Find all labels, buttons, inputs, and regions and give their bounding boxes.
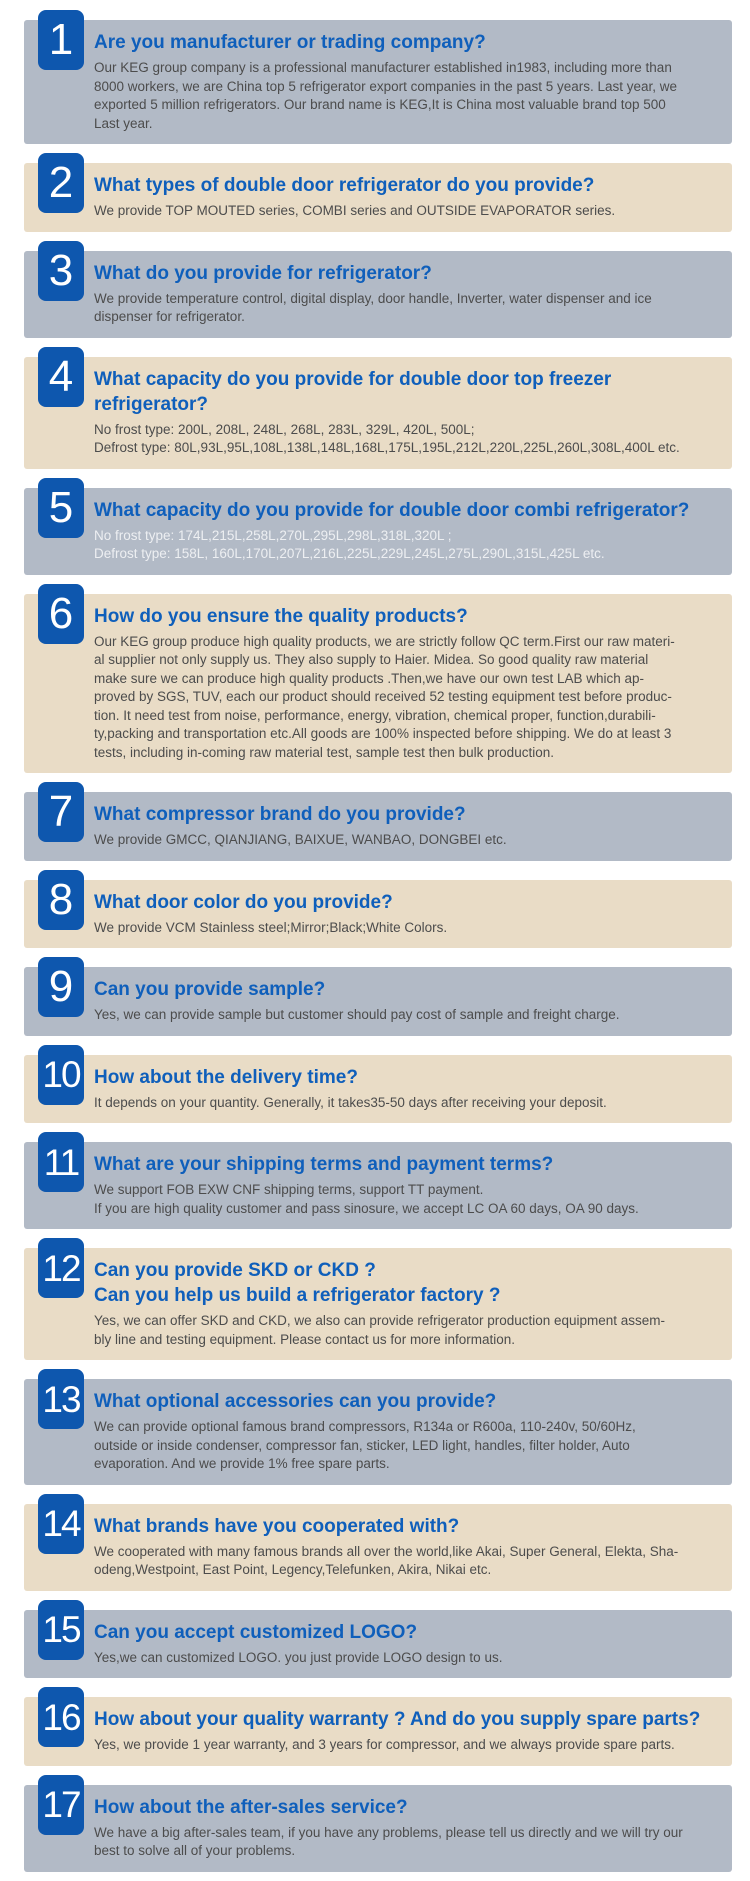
- item-panel: What door color do you provide? We provi…: [24, 879, 732, 948]
- item-answer: We provide GMCC, QIANJIANG, BAIXUE, WANB…: [94, 832, 507, 847]
- faq-item-8: 8 What door color do you provide? We pro…: [0, 869, 750, 948]
- item-panel: What brands have you cooperated with? We…: [24, 1503, 732, 1591]
- item-panel: What capacity do you provide for double …: [24, 356, 732, 469]
- item-number-badge: 10: [38, 1044, 84, 1105]
- faq-item-2: 2 What types of double door refrigerator…: [0, 153, 750, 232]
- item-answer: Our KEG group produce high quality produ…: [94, 633, 675, 760]
- item-panel: How about the after-sales service? We ha…: [24, 1784, 732, 1872]
- item-number-badge: 13: [38, 1369, 84, 1429]
- faq-item-4: 4 What capacity do you provide for doubl…: [0, 346, 750, 469]
- item-number-badge: 7: [38, 782, 84, 842]
- faq-item-5: 5 What capacity do you provide for doubl…: [0, 477, 750, 575]
- item-number-badge: 12: [38, 1238, 84, 1298]
- item-answer: It depends on your quantity. Generally, …: [94, 1094, 607, 1110]
- item-number-badge: 17: [38, 1774, 84, 1835]
- faq-item-6: 6 How do you ensure the quality products…: [0, 583, 750, 773]
- item-question: What compressor brand do you provide?: [94, 804, 466, 825]
- item-panel: What types of double door refrigerator d…: [24, 163, 732, 232]
- item-panel: What optional accessories can you provid…: [24, 1379, 732, 1485]
- item-answer: We provide temperature control, digital …: [94, 290, 652, 325]
- item-question: What optional accessories can you provid…: [94, 1391, 497, 1412]
- item-panel: What capacity do you provide for double …: [24, 487, 732, 575]
- faq-item-15: 15 Can you accept customized LOGO? Yes,w…: [0, 1599, 750, 1678]
- item-panel: How about your quality warranty ? And do…: [24, 1697, 732, 1766]
- item-answer: Our KEG group company is a professional …: [94, 60, 678, 131]
- item-question: Can you provide sample?: [94, 979, 326, 1000]
- item-question: What types of double door refrigerator d…: [94, 175, 595, 196]
- item-panel: Can you accept customized LOGO? Yes,we c…: [24, 1609, 732, 1678]
- item-question: How do you ensure the quality products?: [94, 605, 468, 627]
- item-answer: Yes, we can provide sample but customer …: [94, 1007, 620, 1022]
- item-number-badge: 5: [38, 477, 84, 538]
- item-question: What capacity do you provide for double …: [94, 499, 690, 521]
- item-answer: No frost type: 174L,215L,258L,270L,295L,…: [94, 527, 605, 562]
- item-question: What brands have you cooperated with?: [94, 1515, 460, 1537]
- item-answer: We provide VCM Stainless steel;Mirror;Bl…: [94, 919, 448, 935]
- faq-item-13: 13 What optional accessories can you pro…: [0, 1369, 750, 1485]
- item-panel: Are you manufacturer or trading company?…: [24, 20, 732, 144]
- item-number-badge: 2: [38, 153, 84, 213]
- item-answer: Yes, we can offer SKD and CKD, we also c…: [94, 1313, 666, 1347]
- faq-item-17: 17 How about the after-sales service? We…: [0, 1774, 750, 1872]
- item-number-badge: 8: [38, 869, 84, 930]
- item-number-badge: 11: [38, 1132, 84, 1192]
- item-question: What are your shipping terms and payment…: [94, 1154, 554, 1175]
- item-number-badge: 14: [38, 1493, 84, 1554]
- item-number-badge: 1: [38, 10, 84, 70]
- item-answer: No frost type: 200L, 208L, 248L, 268L, 2…: [94, 421, 680, 456]
- item-question: How about your quality warranty ? And do…: [94, 1709, 701, 1730]
- item-panel: Can you provide sample? Yes, we can prov…: [24, 967, 732, 1036]
- item-answer: We support FOB EXW CNF shipping terms, s…: [94, 1182, 639, 1216]
- item-panel: What do you provide for refrigerator? We…: [24, 250, 732, 338]
- item-answer: Yes,we can customized LOGO. you just pro…: [94, 1649, 503, 1665]
- item-answer: We have a big after-sales team, if you h…: [94, 1824, 683, 1859]
- faq-item-3: 3 What do you provide for refrigerator? …: [0, 240, 750, 338]
- item-number-badge: 6: [38, 583, 84, 644]
- item-number-badge: 15: [38, 1599, 84, 1660]
- faq-item-16: 16 How about your quality warranty ? And…: [0, 1687, 750, 1766]
- faq-item-10: 10 How about the delivery time? It depen…: [0, 1044, 750, 1123]
- item-question: Are you manufacturer or trading company?: [94, 32, 486, 53]
- item-number-badge: 16: [38, 1687, 84, 1747]
- item-question: What do you provide for refrigerator?: [94, 262, 432, 284]
- item-panel: How do you ensure the quality products? …: [24, 593, 732, 773]
- item-number-badge: 4: [38, 346, 84, 407]
- faq-item-9: 9 Can you provide sample? Yes, we can pr…: [0, 957, 750, 1036]
- faq-item-14: 14 What brands have you cooperated with?…: [0, 1493, 750, 1591]
- item-question: What door color do you provide?: [94, 891, 393, 913]
- item-number-badge: 9: [38, 957, 84, 1017]
- faq-item-11: 11 What are your shipping terms and paym…: [0, 1132, 750, 1229]
- item-number-badge: 3: [38, 240, 84, 301]
- faq-item-1: 1 Are you manufacturer or trading compan…: [0, 10, 750, 144]
- item-answer: We provide TOP MOUTED series, COMBI seri…: [94, 203, 616, 218]
- item-panel: What compressor brand do you provide? We…: [24, 792, 732, 861]
- item-answer: Yes, we provide 1 year warranty, and 3 y…: [94, 1737, 675, 1752]
- item-question: How about the delivery time?: [94, 1066, 358, 1088]
- item-panel: What are your shipping terms and payment…: [24, 1142, 732, 1229]
- item-panel: Can you provide SKD or CKD ? Can you help…: [24, 1248, 732, 1360]
- item-question: How about the after-sales service?: [94, 1796, 408, 1818]
- item-answer: We cooperated with many famous brands al…: [94, 1543, 679, 1578]
- item-panel: How about the delivery time? It depends …: [24, 1054, 732, 1123]
- item-question: Can you provide SKD or CKD ? Can you help…: [94, 1260, 501, 1306]
- faq-item-12: 12 Can you provide SKD or CKD ? Can you h…: [0, 1238, 750, 1360]
- item-answer: We can provide optional famous brand com…: [94, 1419, 636, 1471]
- faq-item-7: 7 What compressor brand do you provide? …: [0, 782, 750, 861]
- item-question: Can you accept customized LOGO?: [94, 1621, 418, 1643]
- item-question: What capacity do you provide for double …: [94, 368, 612, 415]
